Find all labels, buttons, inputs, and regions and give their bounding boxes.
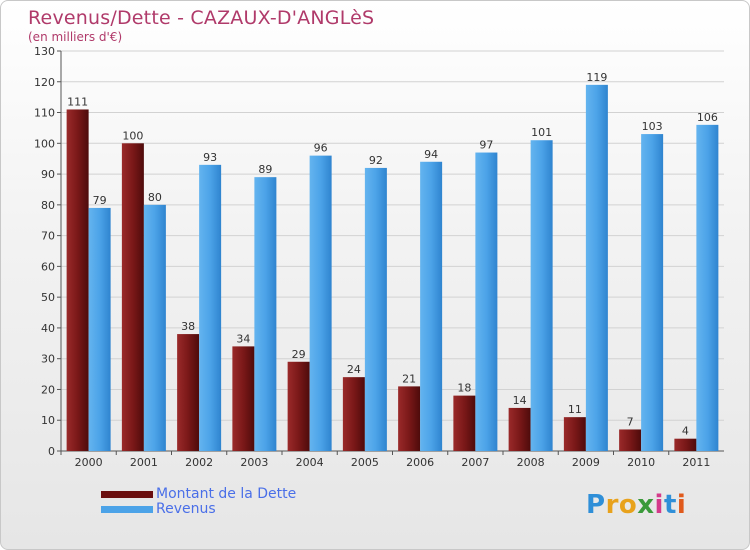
data-label-revenue: 96 — [314, 142, 328, 155]
logo-letter: P — [586, 490, 606, 520]
y-tick-label: 20 — [41, 383, 55, 396]
bar-debt — [674, 438, 697, 451]
x-tick-label: 2011 — [682, 456, 710, 469]
data-label-debt: 29 — [292, 348, 306, 361]
logo-letter: t — [663, 490, 677, 520]
data-label-debt: 21 — [402, 372, 416, 385]
chart-subtitle: (en milliers d'€) — [28, 30, 123, 44]
data-label-revenue: 79 — [93, 194, 107, 207]
legend-swatch-debt — [101, 490, 153, 498]
bar-revenue — [364, 167, 387, 451]
data-label-revenue: 80 — [148, 191, 162, 204]
bar-debt — [121, 143, 144, 452]
bar-debt — [619, 429, 642, 451]
x-tick-label: 2002 — [185, 456, 213, 469]
bar-revenue — [530, 140, 553, 451]
bar-debt — [563, 417, 586, 451]
y-tick-label: 130 — [34, 45, 55, 58]
bar-debt — [66, 109, 89, 451]
x-tick-label: 2004 — [296, 456, 324, 469]
data-label-revenue: 93 — [203, 151, 217, 164]
bar-revenue — [641, 134, 664, 452]
axes — [57, 50, 724, 455]
data-label-debt: 34 — [236, 332, 250, 345]
x-tick-label: 2000 — [75, 456, 103, 469]
proxiti-logo: Proxiti — [586, 490, 686, 520]
bar-revenue — [88, 207, 111, 451]
legend: Montant de la Dette Revenus — [101, 487, 296, 517]
data-label-debt: 100 — [122, 129, 143, 142]
bar-revenue — [309, 155, 332, 451]
logo-letter: r — [605, 490, 619, 520]
x-tick-label: 2007 — [461, 456, 489, 469]
bar-debt — [398, 386, 421, 451]
y-tick-label: 60 — [41, 260, 55, 273]
grid-lines — [61, 50, 724, 452]
legend-swatch-revenue — [101, 505, 153, 513]
y-tick-label: 50 — [41, 291, 55, 304]
bar-revenue — [143, 204, 166, 451]
bar-debt — [453, 395, 476, 451]
bar-revenue — [585, 84, 608, 451]
data-label-debt: 18 — [457, 382, 471, 395]
x-tick-label: 2009 — [572, 456, 600, 469]
logo-letter: i — [676, 490, 687, 520]
y-tick-label: 80 — [41, 199, 55, 212]
data-label-revenue: 89 — [258, 163, 272, 176]
y-tick-label: 90 — [41, 168, 55, 181]
bar-revenue — [420, 161, 443, 451]
bar-revenue — [199, 164, 222, 451]
x-tick-label: 2010 — [627, 456, 655, 469]
bar-revenue — [696, 124, 719, 451]
data-label-revenue: 92 — [369, 154, 383, 167]
bar-debt — [287, 361, 310, 451]
data-label-debt: 14 — [513, 394, 527, 407]
x-tick-label: 2006 — [406, 456, 434, 469]
x-tick-label: 2008 — [517, 456, 545, 469]
data-label-revenue: 97 — [479, 139, 493, 152]
bars — [66, 84, 719, 452]
x-tick-label: 2005 — [351, 456, 379, 469]
y-tick-label: 10 — [41, 414, 55, 427]
logo-letter: o — [618, 490, 638, 520]
data-label-revenue: 106 — [697, 111, 718, 124]
y-tick-label: 100 — [34, 137, 55, 150]
y-tick-label: 0 — [48, 445, 55, 458]
bar-debt — [508, 407, 531, 451]
data-label-debt: 4 — [682, 425, 689, 438]
data-label-debt: 7 — [627, 415, 634, 428]
y-tick-label: 110 — [34, 107, 55, 120]
chart-title: Revenus/Dette - CAZAUX-D'ANGLèS — [28, 7, 375, 29]
legend-item-debt: Montant de la Dette — [101, 487, 296, 502]
logo-letter: i — [654, 490, 664, 520]
legend-label-revenue: Revenus — [156, 501, 216, 517]
data-label-revenue: 94 — [424, 148, 438, 161]
labels: 0102030405060708090100110120130200011179… — [34, 45, 718, 469]
bar-revenue — [475, 152, 498, 452]
data-label-revenue: 103 — [642, 120, 663, 133]
logo-letter: x — [637, 490, 655, 520]
data-label-revenue: 101 — [531, 126, 552, 139]
data-label-debt: 11 — [568, 403, 582, 416]
x-tick-label: 2001 — [130, 456, 158, 469]
y-tick-label: 70 — [41, 230, 55, 243]
bar-debt — [232, 346, 255, 451]
y-tick-label: 120 — [34, 76, 55, 89]
bar-debt — [342, 377, 365, 451]
legend-label-debt: Montant de la Dette — [156, 486, 297, 502]
data-label-debt: 111 — [67, 95, 88, 108]
data-label-debt: 24 — [347, 363, 361, 376]
bar-revenue — [254, 177, 277, 451]
bar-debt — [177, 334, 200, 451]
data-label-debt: 38 — [181, 320, 195, 333]
data-label-revenue: 119 — [586, 71, 607, 84]
x-tick-label: 2003 — [240, 456, 268, 469]
legend-item-revenue: Revenus — [101, 502, 296, 517]
y-tick-label: 40 — [41, 322, 55, 335]
y-tick-label: 30 — [41, 353, 55, 366]
